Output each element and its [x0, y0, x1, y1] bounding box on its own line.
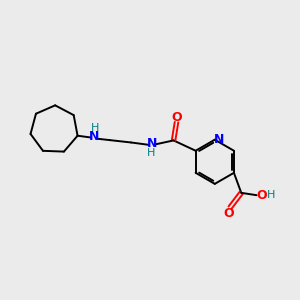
Text: H: H: [266, 190, 275, 200]
Text: H: H: [147, 148, 156, 158]
Text: H: H: [91, 123, 99, 134]
Text: O: O: [223, 207, 234, 220]
Text: O: O: [171, 111, 182, 124]
Text: N: N: [88, 130, 99, 143]
Text: N: N: [147, 136, 158, 150]
Text: N: N: [213, 133, 224, 146]
Text: O: O: [256, 189, 267, 202]
